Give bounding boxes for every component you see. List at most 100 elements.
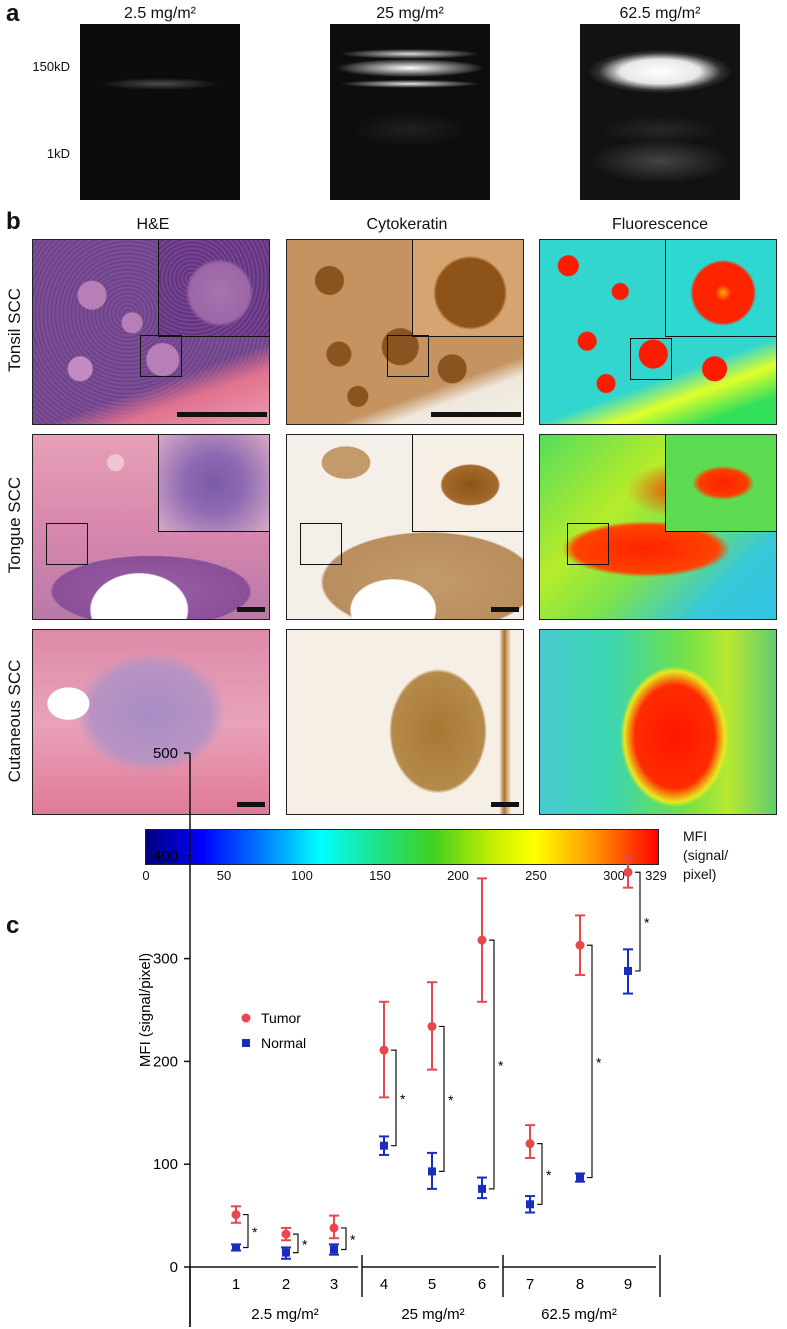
column-header-cytokeratin: Cytokeratin xyxy=(366,216,448,233)
cytokeratin-tonsil-image xyxy=(286,239,524,425)
x-group-label: 25 mg/m² xyxy=(401,1306,464,1323)
cytokeratin-tonsil-inset xyxy=(412,240,523,337)
gel-lane-image-1 xyxy=(80,24,240,200)
y-tick-label: 0 xyxy=(170,1259,178,1276)
significance-star: * xyxy=(596,1054,602,1070)
cytokeratin-tongue-zoom-box xyxy=(300,523,342,565)
column-header-fluorescence: Fluorescence xyxy=(611,216,709,233)
row-header-tongue-scc: Tongue SCC xyxy=(5,476,24,574)
legend-tumor-marker xyxy=(241,1013,251,1023)
row-header-tonsil-scc: Tonsil SCC xyxy=(5,287,24,373)
cytokeratin-tongue-image xyxy=(286,434,524,620)
x-tick-label: 5 xyxy=(428,1276,436,1293)
x-group-label: 2.5 mg/m² xyxy=(251,1306,319,1323)
fluorescence-tongue-inset xyxy=(665,435,776,532)
panel-b-letter: b xyxy=(6,208,21,235)
significance-bracket xyxy=(635,871,641,972)
colorbar-tick-300: 300 xyxy=(603,868,625,883)
column-header-he: H&E xyxy=(136,216,170,233)
cytokeratin-tonsil-zoom-box xyxy=(387,335,429,377)
he-tonsil-zoom-box xyxy=(140,335,182,377)
cytokeratin-cutaneous-image xyxy=(286,629,524,815)
mw-label-150kd: 150kD xyxy=(32,59,70,74)
tumor-point xyxy=(231,1210,241,1220)
significance-bracket xyxy=(439,1025,445,1172)
x-tick-label: 2 xyxy=(282,1276,290,1293)
normal-point xyxy=(624,966,632,975)
he-tongue-zoom-box xyxy=(46,523,88,565)
tumor-point xyxy=(477,935,487,945)
tumor-point xyxy=(623,867,633,877)
legend-normal-label: Normal xyxy=(261,1035,306,1051)
normal-point xyxy=(380,1141,388,1150)
he-tongue-image xyxy=(32,434,270,620)
mfi-colorbar xyxy=(145,829,659,865)
significance-bracket xyxy=(587,944,593,1179)
he-cutaneous-image xyxy=(32,629,270,815)
tumor-point xyxy=(379,1045,389,1055)
colorbar-label-line-2: (signal/ xyxy=(683,847,729,863)
significance-bracket xyxy=(391,1049,397,1147)
colorbar-tick-250: 250 xyxy=(525,868,547,883)
he-tonsil-inset xyxy=(158,240,269,337)
fluorescence-tongue-image xyxy=(539,434,777,620)
colorbar-tick-100: 100 xyxy=(291,868,313,883)
colorbar-label: MFI (signal/ pixel) xyxy=(683,827,728,884)
gel-lane-image-2 xyxy=(330,24,490,200)
he-tonsil-scale-bar xyxy=(177,412,267,417)
y-tick-label: 400 xyxy=(153,848,178,865)
cytokeratin-cutaneous-scale-bar xyxy=(491,802,519,807)
significance-star: * xyxy=(498,1057,504,1073)
cytokeratin-tongue-scale-bar xyxy=(491,607,519,612)
he-tongue-inset xyxy=(158,435,269,532)
tumor-point xyxy=(525,1139,535,1149)
normal-point xyxy=(478,1184,486,1193)
x-tick-label: 4 xyxy=(380,1276,388,1293)
colorbar-label-line-3: pixel) xyxy=(683,866,717,882)
normal-point xyxy=(428,1167,436,1176)
colorbar-tick-150: 150 xyxy=(369,868,391,883)
gel-lane-image-3 xyxy=(580,24,740,200)
significance-bracket xyxy=(537,1143,543,1205)
significance-star: * xyxy=(400,1091,406,1107)
x-tick-label: 3 xyxy=(330,1276,338,1293)
significance-star: * xyxy=(448,1092,454,1108)
fluorescence-cutaneous-image xyxy=(539,629,777,815)
normal-point xyxy=(526,1200,534,1209)
tumor-point xyxy=(281,1229,291,1239)
x-group-label: 62.5 mg/m² xyxy=(541,1306,617,1323)
significance-star: * xyxy=(350,1232,356,1248)
tumor-point xyxy=(427,1021,437,1031)
he-tonsil-image xyxy=(32,239,270,425)
significance-bracket xyxy=(341,1227,347,1251)
significance-star: * xyxy=(302,1236,308,1252)
fluorescence-tonsil-zoom-box xyxy=(630,338,672,380)
fluorescence-tongue-zoom-box xyxy=(567,523,609,565)
colorbar-tick-329: 329 xyxy=(645,868,667,883)
fluorescence-tonsil-image xyxy=(539,239,777,425)
gel-lane-label-2: 25 mg/m² xyxy=(376,5,444,22)
cytokeratin-tonsil-scale-bar xyxy=(431,412,521,417)
cytokeratin-tongue-inset xyxy=(412,435,523,532)
tumor-point xyxy=(329,1223,339,1233)
x-tick-label: 6 xyxy=(478,1276,486,1293)
tumor-point xyxy=(575,940,585,950)
y-tick-label: 100 xyxy=(153,1156,178,1173)
normal-point xyxy=(330,1245,338,1254)
y-axis-label: MFI (signal/pixel) xyxy=(137,953,154,1067)
significance-bracket xyxy=(489,939,495,1190)
he-cutaneous-scale-bar xyxy=(237,802,265,807)
panel-c-letter: c xyxy=(6,912,20,939)
legend-tumor-label: Tumor xyxy=(261,1010,301,1026)
mw-label-1kd: 1kD xyxy=(46,146,70,161)
colorbar-tick-200: 200 xyxy=(447,868,469,883)
fluorescence-tonsil-inset xyxy=(665,240,776,337)
colorbar-label-line-1: MFI xyxy=(683,828,708,844)
x-tick-label: 8 xyxy=(576,1276,584,1293)
normal-point xyxy=(282,1248,290,1257)
significance-bracket xyxy=(243,1213,249,1249)
normal-point xyxy=(232,1243,240,1252)
x-tick-label: 1 xyxy=(232,1276,240,1293)
y-tick-label: 300 xyxy=(153,951,178,968)
gel-lane-label-3: 62.5 mg/m² xyxy=(619,5,701,22)
